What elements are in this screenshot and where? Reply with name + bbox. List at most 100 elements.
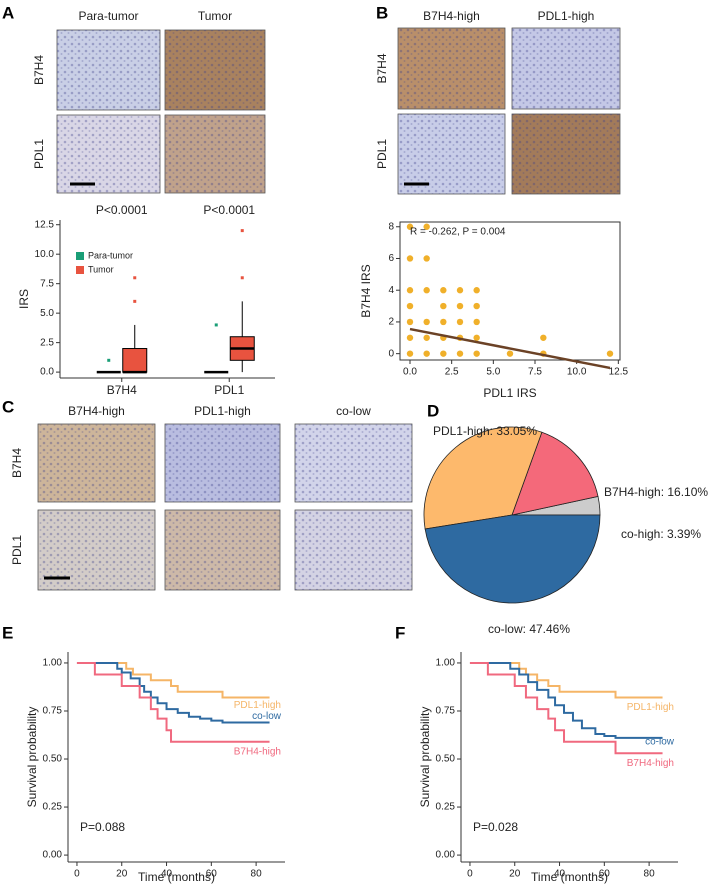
point — [440, 302, 447, 310]
y-tick-label: 0.25 — [43, 802, 63, 813]
point — [456, 302, 464, 310]
y-tick-label: 0.25 — [436, 802, 456, 813]
micrograph-texture — [295, 424, 412, 502]
point — [540, 334, 547, 341]
x-tick-label: 60 — [599, 869, 611, 880]
x-tick-label: 60 — [206, 869, 218, 880]
outlier — [107, 358, 111, 362]
point — [456, 350, 464, 357]
series-label: B7H4-high — [627, 758, 674, 769]
legend-label: Tumor — [88, 264, 114, 274]
x-tick-label: B7H4 — [107, 383, 137, 397]
x-tick-label: PDL1 — [214, 383, 244, 397]
y-axis-label: Survival probability — [418, 707, 432, 808]
row-label: B7H4 — [375, 53, 389, 83]
p-value: P<0.0001 — [96, 203, 148, 217]
point — [473, 350, 480, 357]
y-tick-label: 4 — [388, 285, 394, 296]
row-label: B7H4 — [32, 55, 46, 85]
slice-label: co-high: 3.39% — [621, 527, 701, 541]
point — [406, 318, 414, 326]
series-label: PDL1-high — [234, 700, 281, 711]
point — [423, 255, 430, 262]
panel-letter: C — [2, 397, 14, 416]
panel-letter: D — [427, 401, 439, 420]
slice-label: B7H4-high: 16.10% — [604, 485, 708, 499]
point — [456, 287, 464, 294]
series-label: PDL1-high — [627, 702, 674, 713]
pie-slice — [423, 426, 543, 530]
y-tick-label: 5.0 — [40, 308, 54, 319]
x-tick-label: 5.0 — [486, 367, 500, 378]
x-tick-label: 80 — [251, 869, 263, 880]
x-tick-label: 40 — [161, 869, 173, 880]
x-tick-label: 12.5 — [609, 367, 629, 378]
y-tick-label: 0.00 — [436, 850, 456, 861]
slice-label: PDL1-high: 33.05% — [433, 424, 537, 438]
y-tick-label: 0.50 — [436, 754, 456, 765]
row-label: PDL1 — [10, 535, 24, 565]
y-tick-label: 0.75 — [436, 706, 456, 717]
panel-letter: B — [376, 3, 388, 22]
point — [406, 334, 414, 341]
x-tick-label: 20 — [116, 869, 128, 880]
series-label: B7H4-high — [234, 746, 281, 757]
annotation: P=0.028 — [473, 820, 518, 834]
column-label: co-low — [336, 404, 371, 418]
point — [440, 287, 447, 294]
plot-frame — [399, 221, 621, 361]
panel-letter: E — [2, 623, 13, 642]
x-tick-label: 40 — [554, 869, 566, 880]
x-tick-label: 0 — [74, 869, 80, 880]
survival-curve — [76, 661, 270, 699]
legend-label: Para-tumor — [88, 250, 133, 260]
x-axis-label: Time (months) — [138, 870, 215, 884]
survival-curve — [469, 661, 663, 755]
p-value: P<0.0001 — [203, 203, 255, 217]
column-label: PDL1-high — [194, 404, 251, 418]
x-tick-label: 0 — [467, 869, 473, 880]
y-axis-label: B7H4 IRS — [359, 264, 373, 317]
pie-slice — [511, 431, 599, 516]
micrograph-texture — [57, 115, 160, 193]
micrograph-texture — [38, 424, 155, 502]
point — [473, 287, 480, 294]
x-tick-label: 7.5 — [528, 367, 542, 378]
point — [440, 318, 447, 326]
micrograph-texture — [57, 30, 160, 110]
point — [606, 350, 614, 357]
y-tick-label: 12.5 — [35, 219, 55, 230]
point — [506, 350, 514, 357]
y-axis-label: Survival probability — [25, 707, 39, 808]
micrograph-texture — [398, 28, 505, 109]
trend-line — [409, 327, 611, 370]
x-axis-label: Time (months) — [531, 870, 608, 884]
x-tick-label: 20 — [509, 869, 521, 880]
y-tick-label: 0.0 — [40, 367, 54, 378]
survival-curve — [469, 661, 663, 699]
outlier — [214, 323, 218, 327]
point — [423, 350, 430, 357]
point — [406, 255, 414, 262]
point — [440, 350, 447, 357]
micrograph-texture — [398, 114, 505, 194]
legend-swatch — [76, 266, 84, 274]
point — [406, 223, 414, 230]
y-tick-label: 0 — [388, 348, 394, 359]
y-axis-label: IRS — [17, 289, 31, 309]
pie-slice — [424, 514, 601, 604]
column-label: B7H4-high — [68, 404, 125, 418]
survival-curve — [469, 661, 663, 739]
y-tick-label: 10.0 — [35, 249, 55, 260]
y-tick-label: 6 — [388, 253, 394, 264]
column-label: B7H4-high — [423, 9, 480, 23]
outlier — [240, 276, 244, 280]
y-tick-label: 0.50 — [43, 754, 63, 765]
point — [423, 223, 430, 230]
point — [456, 318, 464, 326]
point — [473, 334, 480, 341]
x-axis-label: PDL1 IRS — [483, 386, 536, 400]
column-label: Tumor — [198, 9, 232, 23]
row-label: PDL1 — [375, 139, 389, 169]
